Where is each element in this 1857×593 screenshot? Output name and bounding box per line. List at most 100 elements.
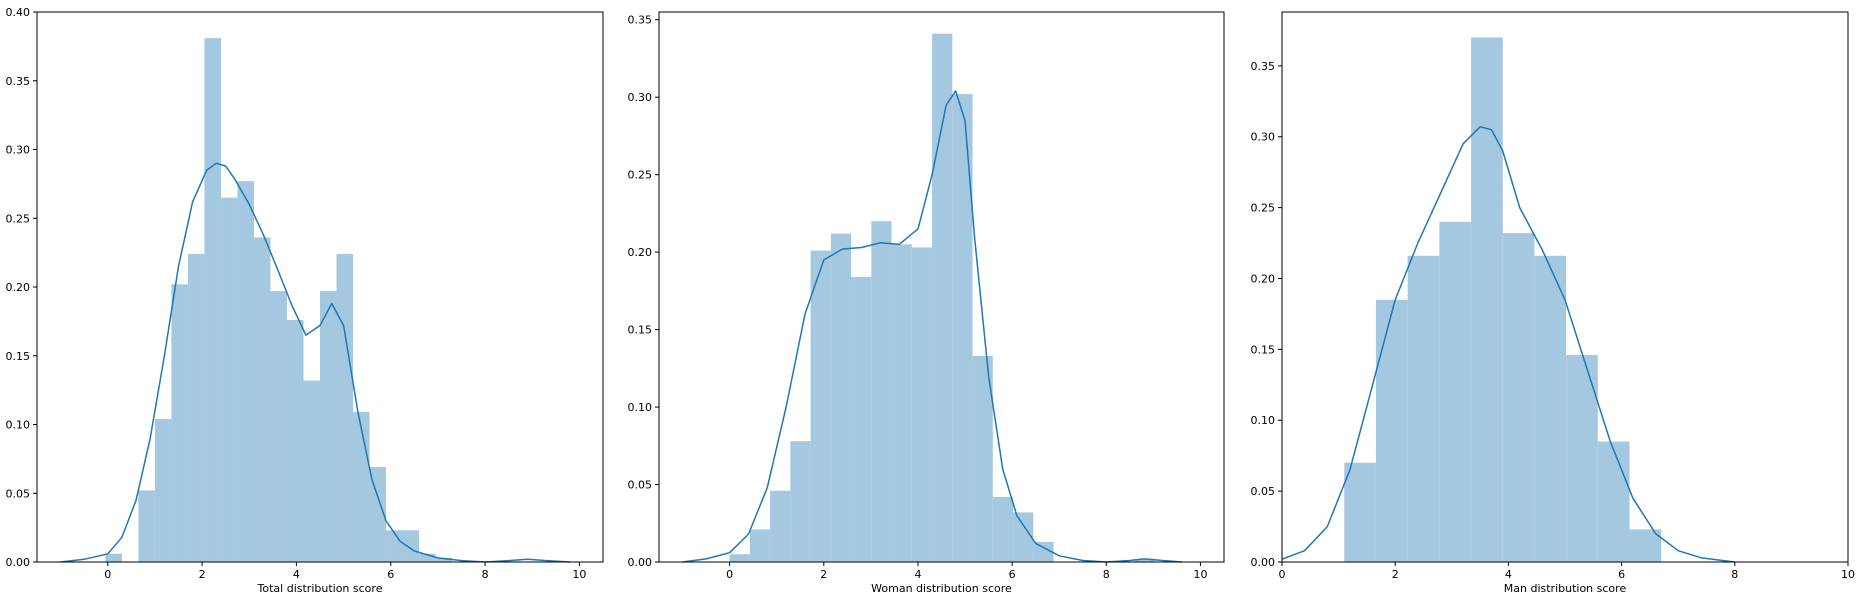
y-tick-label: 0.25 [628,169,653,182]
x-tick-label: 0 [726,568,733,581]
x-tick-label: 10 [572,568,586,581]
y-tick-label: 0.35 [6,75,31,88]
x-tick-label: 4 [293,568,300,581]
axes-frame [658,11,1225,563]
y-tick-label: 0.20 [1251,272,1276,285]
histogram-bar [749,529,771,562]
y-tick-label: 0.10 [628,401,653,414]
histogram-bar [1502,233,1535,562]
kde-curve [1281,126,1735,563]
y-tick-label: 0.00 [628,556,653,569]
x-tick-label: 6 [1618,568,1625,581]
histogram-bar [871,221,892,563]
x-tick-label: 2 [1392,568,1399,581]
x-tick-label: 2 [199,568,206,581]
histogram-bar [1534,255,1567,562]
y-tick-label: 0.30 [1251,131,1276,144]
y-tick-label: 0.10 [1251,414,1276,427]
y-tick-label: 0.10 [6,419,31,432]
x-axis-label: Man distribution score [1504,582,1627,593]
histogram-bar [830,233,852,562]
histogram-bar [891,244,912,563]
histogram-bar [386,530,403,562]
histogram-bar [1566,355,1598,562]
histogram-bar [237,181,254,562]
histogram-bar [1033,541,1054,562]
histogram-bar [171,284,188,562]
x-tick-label: 0 [1279,568,1286,581]
histogram-bar [1629,529,1662,562]
axes-frame [1281,11,1849,563]
y-tick-label: 0.15 [1251,343,1276,356]
histogram-bar [369,467,387,562]
y-tick-label: 0.35 [1251,60,1276,73]
y-tick-label: 0.20 [6,281,31,294]
x-tick-label: 8 [1103,568,1110,581]
y-tick-label: 0.15 [6,350,31,363]
y-tick-label: 0.00 [1251,556,1276,569]
histogram-bar [1471,37,1503,563]
chart-panel-man: 0 2 4 6 8 10 0.00 0.05 0.10 0.15 0.20 0.25 0.30 0.35 M… [1251,11,1855,593]
y-tick-label: 0.25 [6,212,31,225]
histogram-bar [729,554,750,562]
x-tick-label: 4 [914,568,921,581]
histogram-bar [851,276,872,562]
x-tick-label: 8 [482,568,489,581]
chart-panel-woman: 0 2 4 6 8 10 0.00 0.05 0.10 0.15 0.20 0.25 0.30 0.35 W… [628,11,1225,593]
y-tick-label: 0.05 [1251,485,1276,498]
histogram-bar [187,254,205,562]
histogram-bar [932,33,953,563]
histogram-bar [220,197,238,562]
histogram-bar [1597,441,1630,562]
histogram-bar [911,247,933,562]
histogram-bar [154,419,172,562]
histogram-bar [270,291,287,562]
x-tick-label: 2 [820,568,827,581]
histogram-bar [336,254,354,562]
histogram-bar [286,320,304,562]
histogram-bar [138,490,155,562]
histogram-bar [419,553,436,562]
x-tick-label: 8 [1731,568,1738,581]
y-tick-label: 0.40 [6,6,31,19]
x-tick-label: 6 [387,568,394,581]
histogram-bar [402,530,420,562]
y-tick-label: 0.05 [628,479,653,492]
histogram-bar [253,237,271,562]
y-tick-label: 0.00 [6,556,31,569]
x-tick-label: 10 [1193,568,1207,581]
kde-curve [682,90,1182,563]
histogram-bar [1013,512,1034,562]
histogram-bar [790,441,811,562]
y-tick-label: 0.05 [6,487,31,500]
y-tick-label: 0.35 [628,14,653,27]
x-axis-label: Total distribution score [257,582,383,593]
histogram-bar [810,250,831,562]
chart-panel-total: 0 2 4 6 8 10 0.00 0.05 0.10 0.15 0.20 0.25 0.30 0.35 0… [6,6,604,593]
histogram-bar [1407,255,1440,562]
histogram-bar [770,490,791,562]
histogram-bar [952,94,973,563]
x-tick-label: 10 [1841,568,1855,581]
x-tick-label: 0 [104,568,111,581]
y-tick-label: 0.20 [628,246,653,259]
y-tick-label: 0.30 [628,91,653,104]
histogram-bar [992,496,1014,562]
x-tick-label: 4 [1505,568,1512,581]
histogram-bar [1439,221,1472,562]
histogram-bar [353,412,370,562]
histogram-bar [435,557,453,562]
histogram-bar [1134,558,1155,562]
histogram-bar [972,355,993,562]
x-tick-label: 6 [1009,568,1016,581]
histogram-bar [204,38,221,562]
histogram-bar [1344,462,1376,562]
histogram-bar [320,291,337,562]
y-tick-label: 0.25 [1251,202,1276,215]
histogram-bar [1375,299,1408,562]
histogram-bar [105,553,122,562]
y-tick-label: 0.15 [628,324,653,337]
y-tick-label: 0.30 [6,144,31,157]
histogram-bar [303,380,320,562]
